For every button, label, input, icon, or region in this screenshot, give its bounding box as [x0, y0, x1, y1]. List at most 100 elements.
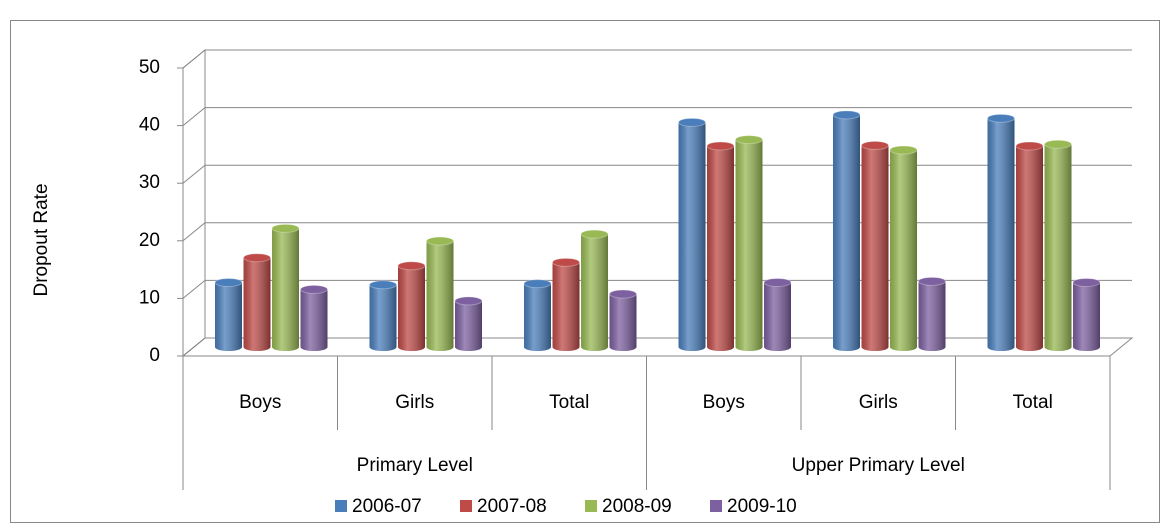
- bar: [1044, 139, 1072, 351]
- bar: [580, 229, 609, 351]
- grid-line: [182, 222, 1132, 242]
- bar-shade: [581, 234, 608, 351]
- bar-top: [369, 280, 397, 290]
- bar: [300, 284, 328, 351]
- bar-top: [300, 284, 328, 294]
- x-tick-label: Total: [549, 392, 589, 413]
- bar: [609, 289, 637, 351]
- y-tick-label: 40: [139, 115, 160, 136]
- bar-shade: [1073, 282, 1100, 351]
- legend-swatch: [710, 500, 722, 512]
- bar-top: [271, 223, 300, 233]
- bar-top: [580, 229, 609, 239]
- bar-shade: [609, 294, 637, 351]
- bar-shade: [426, 241, 454, 351]
- legend-label: 2008-09: [602, 496, 672, 517]
- bar-top: [678, 117, 706, 127]
- legend-label: 2006-07: [352, 496, 422, 517]
- bar-shade: [1044, 144, 1072, 351]
- bar: [706, 141, 735, 351]
- bar: [271, 223, 300, 351]
- bar: [987, 113, 1015, 351]
- grid-line: [182, 279, 1132, 299]
- bar-shade: [764, 282, 791, 351]
- bar-top: [609, 289, 637, 299]
- legend-label: 2009-10: [727, 496, 797, 517]
- bar: [763, 277, 792, 351]
- x-tick-label: Boys: [703, 392, 745, 413]
- bar-top: [832, 110, 861, 120]
- bar: [889, 145, 918, 351]
- bar: [243, 253, 271, 351]
- bar: [552, 257, 580, 351]
- x-tick-label: Girls: [859, 392, 898, 413]
- bar: [454, 296, 483, 351]
- x-tick-label: Boys: [239, 392, 281, 413]
- bar-top: [735, 135, 763, 145]
- y-axis-label: Dropout Rate: [31, 183, 52, 296]
- grid-line: [182, 164, 1132, 184]
- bar-shade: [215, 282, 242, 351]
- y-tick-label: 50: [139, 57, 160, 78]
- y-tick-label: 30: [139, 172, 160, 193]
- bar: [1072, 277, 1101, 351]
- bar: [735, 135, 763, 351]
- bar: [918, 276, 946, 351]
- bar-top: [861, 140, 889, 150]
- y-tick-label: 0: [149, 345, 160, 366]
- bar-top: [454, 296, 483, 306]
- y-tick-label: 10: [139, 287, 160, 308]
- bar-shade: [707, 145, 734, 351]
- bar-top: [523, 279, 552, 289]
- bar: [426, 236, 454, 351]
- y-tick-label: 20: [139, 230, 160, 251]
- bar-shade: [861, 145, 889, 351]
- bar-top: [706, 141, 735, 151]
- bar-top: [552, 257, 580, 267]
- legend-swatch: [335, 500, 347, 512]
- legend-swatch: [585, 500, 597, 512]
- grid-line: [182, 107, 1132, 126]
- bar-shade: [1016, 145, 1043, 351]
- group-label: Upper Primary Level: [792, 455, 965, 476]
- bar-shade: [455, 300, 482, 351]
- bar: [523, 279, 552, 351]
- x-tick-label: Total: [1013, 392, 1053, 413]
- bar-top: [918, 276, 946, 286]
- bar-shade: [398, 265, 425, 351]
- bar-top: [426, 236, 454, 246]
- bar: [678, 117, 706, 351]
- bar-shade: [735, 139, 763, 351]
- bar-shade: [369, 284, 397, 351]
- bar-shade: [918, 281, 946, 351]
- bar-top: [397, 261, 426, 271]
- bar-top: [243, 253, 271, 263]
- bar-shade: [524, 283, 551, 351]
- legend-label: 2007-08: [477, 496, 547, 517]
- legend-swatch: [460, 500, 472, 512]
- bar-top: [1072, 277, 1101, 287]
- bar: [832, 110, 861, 351]
- bar-shade: [300, 289, 328, 351]
- bar-shade: [552, 262, 580, 351]
- bar: [369, 280, 397, 351]
- bar-top: [1044, 139, 1072, 149]
- bar-top: [214, 277, 243, 287]
- group-label: Primary Level: [357, 455, 473, 476]
- bar-shade: [243, 257, 271, 351]
- bar-shade: [890, 150, 917, 351]
- bar: [214, 277, 243, 351]
- bar-shade: [272, 228, 299, 351]
- bar-shade: [987, 118, 1015, 351]
- bar: [861, 140, 889, 351]
- bar: [397, 261, 426, 351]
- bar-top: [987, 113, 1015, 123]
- grid-line: [182, 49, 1132, 69]
- bar-top: [1015, 141, 1044, 151]
- bar-top: [763, 277, 792, 287]
- x-tick-label: Girls: [395, 392, 434, 413]
- bar-shade: [678, 122, 706, 351]
- bar: [1015, 141, 1044, 351]
